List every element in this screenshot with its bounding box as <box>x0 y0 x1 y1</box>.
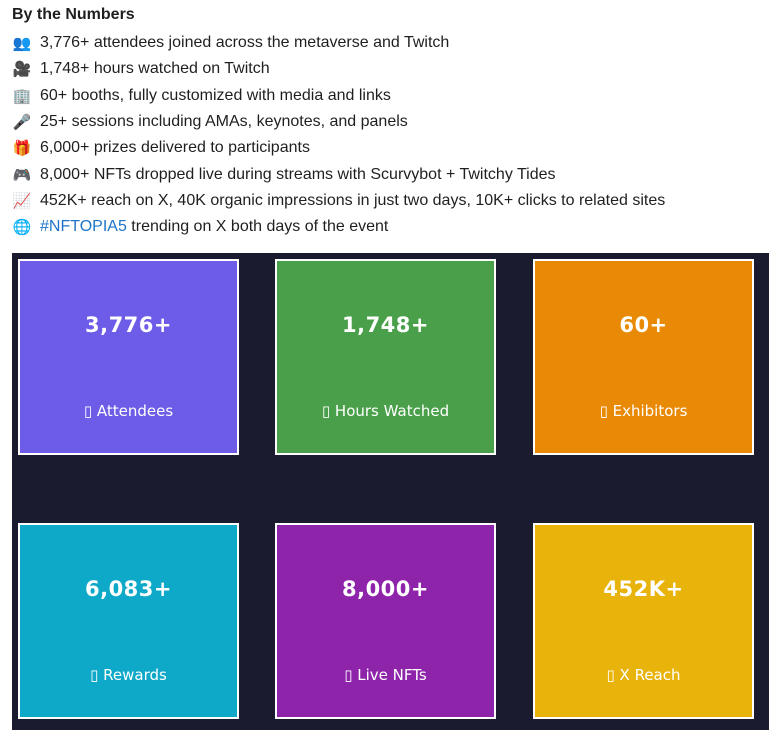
video-camera-icon: 🎥 <box>12 60 32 79</box>
list-item-text: 25+ sessions including AMAs, keynotes, a… <box>40 113 408 131</box>
list-item: 🏢 60+ booths, fully customized with medi… <box>12 83 665 109</box>
list-item: 👥 3,776+ attendees joined across the met… <box>12 30 665 56</box>
list-item-text: 452K+ reach on X, 40K organic impression… <box>40 191 666 209</box>
section-heading: By the Numbers <box>12 6 135 23</box>
stat-card-attendees: 3,776+ ▯ Attendees <box>18 259 239 455</box>
stat-card-exhibitors: 60+ ▯ Exhibitors <box>533 259 754 455</box>
list-item: 🎮 8,000+ NFTs dropped live during stream… <box>12 161 665 187</box>
stat-value: 1,748+ <box>341 313 430 337</box>
list-item: 🎥 1,748+ hours watched on Twitch <box>12 56 665 82</box>
stat-label: ▯ Attendees <box>83 402 174 420</box>
stat-label: ▯ X Reach <box>606 666 681 684</box>
stat-value: 60+ <box>619 313 668 337</box>
list-item: 🎤 25+ sessions including AMAs, keynotes,… <box>12 109 665 135</box>
hashtag-link[interactable]: #NFTOPIA5 <box>40 218 127 236</box>
people-icon: 👥 <box>12 34 32 53</box>
list-item-text: 8,000+ NFTs dropped live during streams … <box>40 165 556 183</box>
list-item-text: 3,776+ attendees joined across the metav… <box>40 34 450 52</box>
stat-label: ▯ Exhibitors <box>599 402 688 420</box>
stat-card-hours-watched: 1,748+ ▯ Hours Watched <box>275 259 496 455</box>
office-building-icon: 🏢 <box>12 86 32 105</box>
stat-card-x-reach: 452K+ ▯ X Reach <box>533 523 754 719</box>
list-item-text: 6,000+ prizes delivered to participants <box>40 139 310 157</box>
microphone-icon: 🎤 <box>12 113 32 132</box>
trending-text: trending on X both days of the event <box>126 218 389 236</box>
chart-increasing-icon: 📈 <box>12 191 32 210</box>
globe-icon: 🌐 <box>12 218 32 237</box>
list-item-text: #NFTOPIA5 trending on X both days of the… <box>40 216 388 238</box>
list-item-text: 1,748+ hours watched on Twitch <box>40 60 270 78</box>
game-controller-icon: 🎮 <box>12 165 32 184</box>
stats-list: 👥 3,776+ attendees joined across the met… <box>12 30 666 240</box>
stat-value: 3,776+ <box>84 313 173 337</box>
stat-card-rewards: 6,083+ ▯ Rewards <box>18 523 239 719</box>
list-item: 🌐 #NFTOPIA5 trending on X both days of t… <box>12 214 665 240</box>
stats-infographic: 3,776+ ▯ Attendees 1,748+ ▯ Hours Watche… <box>12 253 769 730</box>
stat-value: 6,083+ <box>84 577 173 601</box>
stat-label: ▯ Live NFTs <box>344 666 427 684</box>
list-item-text: 60+ booths, fully customized with media … <box>40 86 391 104</box>
stat-label: ▯ Hours Watched <box>321 402 450 420</box>
stat-label: ▯ Rewards <box>90 666 167 684</box>
gift-icon: 🎁 <box>12 139 32 158</box>
stat-value: 8,000+ <box>341 577 430 601</box>
stat-card-live-nfts: 8,000+ ▯ Live NFTs <box>275 523 496 719</box>
list-item: 📈 452K+ reach on X, 40K organic impressi… <box>12 188 666 214</box>
stat-value: 452K+ <box>603 577 684 601</box>
list-item: 🎁 6,000+ prizes delivered to participant… <box>12 135 665 161</box>
